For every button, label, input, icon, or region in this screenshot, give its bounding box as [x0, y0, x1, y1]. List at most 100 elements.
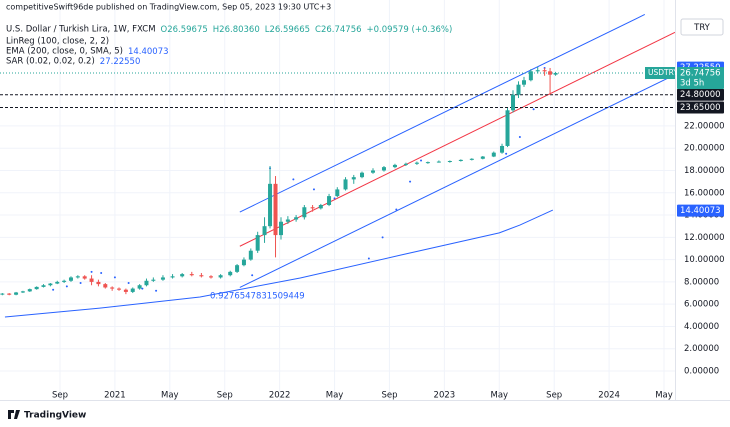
candle-body [335, 189, 340, 197]
header-value: O26.59675 [161, 25, 208, 35]
price-label-box [677, 88, 724, 101]
sar-dot [113, 276, 116, 279]
candle-body [425, 162, 430, 164]
y-tick-label: 12.00000 [684, 233, 725, 243]
candle-body [89, 278, 94, 282]
sar-dot [518, 136, 521, 139]
candle-body [351, 177, 356, 180]
sar-dot [52, 288, 55, 291]
header-value: +0.09579 (+0.36%) [367, 25, 453, 35]
x-tick-label: May [490, 391, 508, 401]
candle-body [218, 275, 223, 278]
candle-body [436, 161, 441, 163]
candle-body [414, 162, 419, 164]
candle-body [34, 286, 39, 290]
candle-body [123, 289, 128, 292]
currency-button[interactable] [680, 18, 724, 36]
annotation: 0.9276547831509449 [210, 292, 305, 302]
candle-body [160, 277, 165, 280]
candle-body [199, 275, 204, 277]
last-price-box [677, 67, 724, 90]
candle-body [327, 196, 332, 206]
x-tick-label: 2022 [269, 391, 291, 401]
sar-dot [395, 208, 398, 211]
candle-body [310, 207, 315, 209]
price-label: 24.80000 [680, 90, 721, 100]
x-tick-label: May [655, 391, 673, 401]
candle-body [110, 287, 115, 289]
sar-dot [155, 289, 158, 292]
candle-body [553, 73, 558, 75]
x-tick-label: May [161, 391, 179, 401]
countdown: 3d 5h [680, 79, 704, 89]
candle-body [241, 259, 246, 266]
candle-body [103, 284, 108, 288]
candle-body [491, 152, 496, 157]
candle-body [318, 205, 323, 209]
x-tick-label: 2021 [104, 391, 126, 401]
candle-body [55, 281, 60, 284]
y-tick-label: 16.00000 [684, 188, 725, 198]
candle-body [130, 288, 135, 292]
currency[interactable]: TRY [693, 23, 711, 33]
sar-dot [532, 108, 535, 111]
candle-body [82, 276, 87, 279]
candle-body [516, 84, 521, 95]
sar-dot [251, 274, 254, 277]
candle-body [180, 274, 185, 277]
candle-body [75, 276, 80, 278]
plot-area [0, 0, 675, 400]
sar-dot [65, 285, 68, 288]
candle-body [0, 293, 5, 295]
price-label-box [677, 101, 724, 114]
sar-dot [409, 180, 412, 183]
candle-body [262, 226, 267, 236]
last-price-box [645, 67, 675, 80]
sar-dot [90, 270, 93, 273]
price-label: 14.40073 [680, 206, 721, 216]
candle-body [279, 221, 284, 236]
candle-body [96, 281, 101, 285]
candle-body [170, 276, 175, 278]
candle-body [505, 110, 510, 146]
candle-body [14, 292, 19, 295]
y-tick-label: 20.00000 [684, 144, 725, 154]
x-tick-label: 2024 [598, 391, 620, 401]
footer: TradingView [24, 411, 86, 421]
candle-body [117, 288, 122, 290]
candle-body [480, 156, 485, 159]
sar-dot [141, 287, 144, 290]
symbol-label: USDTRY [648, 68, 678, 77]
candle-body [68, 277, 73, 281]
sar-dot [79, 282, 82, 285]
sar-dot [420, 159, 423, 162]
candle-body [228, 271, 233, 276]
candle-body [528, 71, 533, 81]
candle-body [27, 289, 32, 292]
candle-body [248, 250, 253, 260]
chart-title: U.S. Dollar / Turkish Lira, 1W, FXCM O26.… [6, 25, 452, 35]
sar-dot [367, 257, 370, 260]
sar-dot [100, 271, 103, 274]
indicator: EMA (200, close, 0, SMA, 5) 14.40073 [6, 47, 169, 57]
candle-body [548, 71, 553, 75]
sar-dot [505, 152, 508, 155]
logo [8, 410, 20, 419]
x-tick-label: May [326, 391, 344, 401]
x-tick-label: Sep [381, 391, 397, 401]
ema [4, 209, 554, 318]
y-tick-label: 4.00000 [684, 322, 719, 332]
y-tick-label: 10.00000 [684, 255, 725, 265]
candle-body [302, 207, 307, 218]
candle-body [273, 183, 278, 236]
published: competitiveSwift96de published on Tradin… [6, 3, 331, 12]
header-value: C26.74756 [315, 25, 362, 35]
candle-body [381, 167, 386, 171]
y-tick-label: 6.00000 [684, 300, 719, 310]
candle-body [542, 70, 547, 72]
candle-body [144, 280, 149, 286]
candle-body [137, 285, 142, 289]
candle-body [294, 217, 299, 220]
candle-body [189, 274, 194, 276]
indicator: SAR (0.02, 0.02, 0.2) 27.22550 [6, 57, 140, 67]
